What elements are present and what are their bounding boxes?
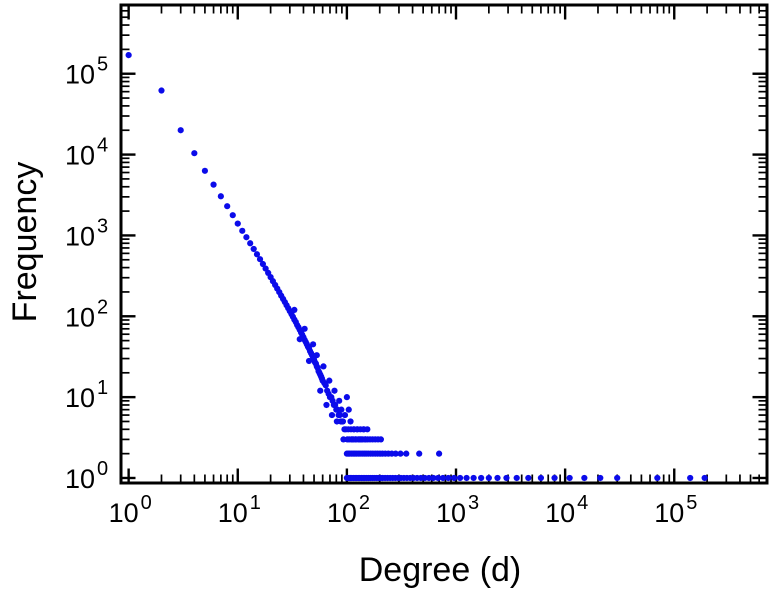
data-point — [326, 377, 333, 384]
data-point — [470, 474, 477, 482]
data-point — [525, 474, 532, 482]
data-point — [341, 411, 349, 419]
data-point — [191, 150, 198, 157]
data-point — [654, 474, 661, 482]
data-point — [463, 474, 470, 482]
data-point — [331, 387, 338, 394]
data-point — [313, 352, 320, 359]
svg-text:103: 10 3 — [65, 215, 108, 251]
svg-text:103: 10 3 — [436, 492, 479, 528]
data-point — [125, 51, 132, 59]
data-point — [322, 382, 329, 389]
data-point — [309, 341, 317, 348]
data-point — [247, 240, 254, 247]
data-point — [296, 336, 303, 343]
svg-text:101: 10 1 — [65, 377, 108, 413]
data-point — [345, 406, 352, 413]
data-point — [305, 357, 313, 365]
svg-text:105: 10 5 — [65, 54, 108, 90]
data-point — [336, 411, 343, 419]
data-point — [301, 325, 308, 332]
y-axis-label: Frequency — [6, 162, 44, 323]
data-point — [425, 474, 433, 482]
data-point — [339, 418, 347, 425]
svg-text:104: 10 4 — [545, 492, 588, 528]
data-point — [416, 450, 423, 457]
data-point — [434, 474, 442, 482]
data-point — [364, 426, 371, 433]
data-point — [403, 450, 410, 457]
data-point — [513, 474, 520, 482]
data-point — [210, 181, 217, 188]
data-point — [234, 220, 241, 227]
data-point — [291, 306, 298, 313]
x-axis-label: Degree (d) — [359, 551, 522, 589]
svg-text:105: 10 5 — [654, 492, 697, 528]
svg-text:104: 10 4 — [65, 135, 108, 171]
data-point — [566, 474, 573, 482]
data-point — [347, 418, 354, 425]
data-point — [229, 212, 236, 219]
data-point — [450, 474, 458, 482]
data-point — [177, 127, 184, 134]
data-point — [250, 245, 257, 253]
data-point — [581, 474, 588, 482]
data-point — [362, 436, 369, 443]
data-point — [332, 401, 339, 409]
data-point — [317, 387, 324, 394]
svg-text:100: 10 0 — [109, 492, 152, 528]
data-point — [201, 167, 209, 174]
svg-text:101: 10 1 — [218, 492, 261, 528]
svg-text:100: 10 0 — [65, 458, 108, 494]
data-point — [239, 227, 246, 234]
data-point — [253, 251, 261, 258]
data-point — [436, 450, 443, 457]
svg-text:102: 10 2 — [327, 492, 370, 528]
data-point — [256, 256, 264, 263]
data-point — [328, 411, 336, 419]
data-point — [503, 474, 510, 482]
data-point — [687, 474, 694, 482]
data-point — [701, 474, 708, 482]
data-point — [224, 203, 231, 210]
data-point — [243, 234, 250, 241]
axis-ticks — [122, 4, 768, 482]
data-point — [333, 418, 340, 425]
data-point — [478, 474, 485, 482]
svg-text:102: 10 2 — [65, 296, 108, 332]
data-point — [217, 193, 224, 200]
scatter-points — [125, 51, 708, 482]
data-point — [158, 87, 165, 94]
data-point — [485, 474, 492, 482]
data-point — [392, 450, 399, 457]
data-point — [597, 474, 604, 482]
data-point — [259, 260, 267, 268]
data-point — [537, 474, 545, 482]
data-point — [614, 474, 621, 482]
data-point — [338, 406, 345, 413]
data-point — [323, 401, 330, 409]
plot-frame — [119, 3, 769, 485]
data-point — [456, 474, 464, 482]
data-point — [397, 450, 404, 457]
data-point — [320, 363, 327, 370]
data-point — [494, 474, 501, 482]
data-point — [445, 474, 452, 482]
x-tick-labels: 10 0 10 1 10 2 10 3 10 4 10 5 — [109, 492, 698, 528]
data-point — [336, 397, 343, 404]
data-point — [377, 436, 385, 443]
data-point — [551, 474, 558, 482]
data-point — [430, 474, 437, 482]
data-point — [343, 394, 350, 401]
data-point — [439, 474, 447, 482]
